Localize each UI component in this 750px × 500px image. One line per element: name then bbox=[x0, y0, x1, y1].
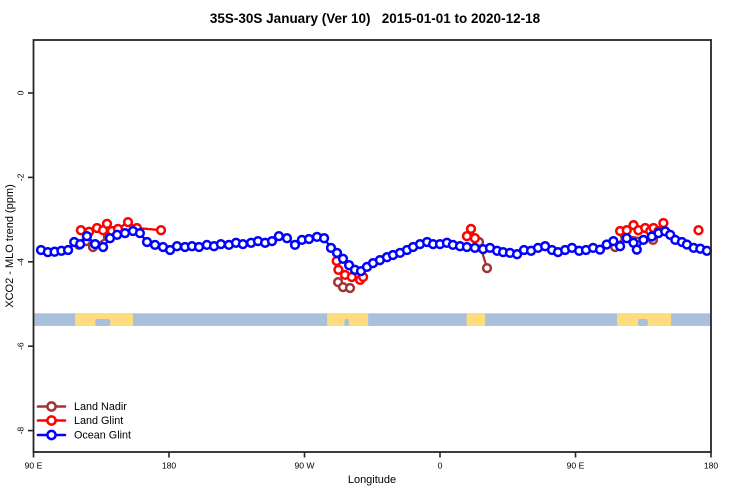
series-ocean-glint-point bbox=[89, 238, 101, 250]
series-land-glint-point bbox=[101, 218, 113, 229]
series-ocean-glint-point bbox=[75, 238, 86, 250]
series-land-glint-point bbox=[469, 233, 481, 244]
y-tick-label: 0 bbox=[16, 90, 26, 95]
map-band-gulf-notch bbox=[95, 318, 111, 326]
series-ocean-glint-point bbox=[266, 235, 278, 247]
series-ocean-glint-point bbox=[97, 241, 109, 253]
chart-title: 35S-30S January (Ver 10) 2015-01-01 to 2… bbox=[209, 11, 541, 26]
series-ocean-glint-point bbox=[289, 239, 301, 251]
series-land-glint-point bbox=[465, 223, 477, 235]
x-tick-label: 90 W bbox=[294, 461, 315, 471]
map-band-gulf-notch bbox=[637, 318, 648, 326]
x-tick-label: 180 bbox=[162, 461, 177, 471]
series-land-nadir-point bbox=[481, 262, 493, 274]
series-ocean-glint-point bbox=[303, 233, 315, 245]
series-ocean-glint-point bbox=[614, 241, 626, 252]
y-tick-label: -2 bbox=[16, 173, 26, 181]
series-land-nadir-point bbox=[344, 282, 356, 294]
x-axis-title: Longitude bbox=[348, 474, 396, 486]
series-ocean-glint-point bbox=[594, 244, 606, 255]
series-ocean-glint-point bbox=[141, 236, 153, 248]
series-ocean-glint-point bbox=[331, 247, 343, 259]
legend-swatch-circle bbox=[46, 415, 57, 426]
series-ocean-glint-point bbox=[631, 244, 642, 255]
y-tick-label: -8 bbox=[16, 427, 26, 435]
series-ocean-glint-point bbox=[337, 253, 349, 264]
series-ocean-glint-point bbox=[318, 233, 330, 244]
series-ocean-glint-point bbox=[119, 227, 131, 239]
series-ocean-glint-point bbox=[237, 238, 249, 250]
series-land-glint-point bbox=[155, 225, 167, 236]
map-band-land-patch bbox=[466, 313, 486, 326]
x-tick-label: 0 bbox=[438, 461, 443, 471]
series-ocean-glint-point bbox=[511, 249, 523, 260]
series-ocean-glint-point bbox=[193, 241, 205, 253]
series-ocean-glint-point bbox=[81, 230, 93, 242]
map-band-gulf-notch bbox=[344, 318, 349, 326]
series-ocean-glint-point bbox=[638, 234, 649, 246]
series-ocean-glint-point bbox=[111, 229, 123, 240]
series-ocean-glint-point bbox=[134, 227, 146, 239]
x-tick-label: 90 E bbox=[567, 461, 585, 471]
legend-swatch-circle bbox=[46, 429, 57, 441]
series-land-glint-point bbox=[658, 217, 669, 229]
series-ocean-glint-point bbox=[62, 244, 74, 256]
series-land-glint-point bbox=[122, 216, 134, 228]
series-ocean-glint-point bbox=[281, 233, 293, 244]
y-axis-title: XCO2 - MLO trend (ppm) bbox=[4, 184, 16, 307]
legend-label: Ocean Glint bbox=[74, 430, 131, 442]
series-ocean-glint-point bbox=[469, 242, 481, 254]
x-tick-label: 90 E bbox=[25, 461, 43, 471]
map-band-ocean bbox=[33, 313, 711, 326]
legend-label: Land Glint bbox=[74, 415, 123, 427]
series-ocean-glint-point bbox=[608, 235, 619, 247]
series-ocean-glint-point bbox=[461, 241, 473, 253]
y-tick-label: -6 bbox=[16, 342, 26, 350]
series-ocean-glint-point bbox=[621, 233, 632, 244]
plot-border bbox=[32, 39, 712, 453]
series-land-glint-point bbox=[693, 225, 704, 236]
y-tick-label: -4 bbox=[16, 258, 26, 266]
series-ocean-glint-point bbox=[149, 239, 161, 251]
legend-swatch-circle bbox=[46, 401, 57, 412]
x-tick-label: 180 bbox=[704, 461, 719, 471]
series-ocean-glint-point bbox=[171, 241, 183, 252]
legend-label: Land Nadir bbox=[74, 401, 127, 413]
series-ocean-glint-point bbox=[701, 245, 713, 256]
series-land-glint-point bbox=[333, 264, 344, 275]
series-ocean-glint-point bbox=[273, 230, 285, 242]
series-ocean-glint-point bbox=[215, 238, 227, 250]
